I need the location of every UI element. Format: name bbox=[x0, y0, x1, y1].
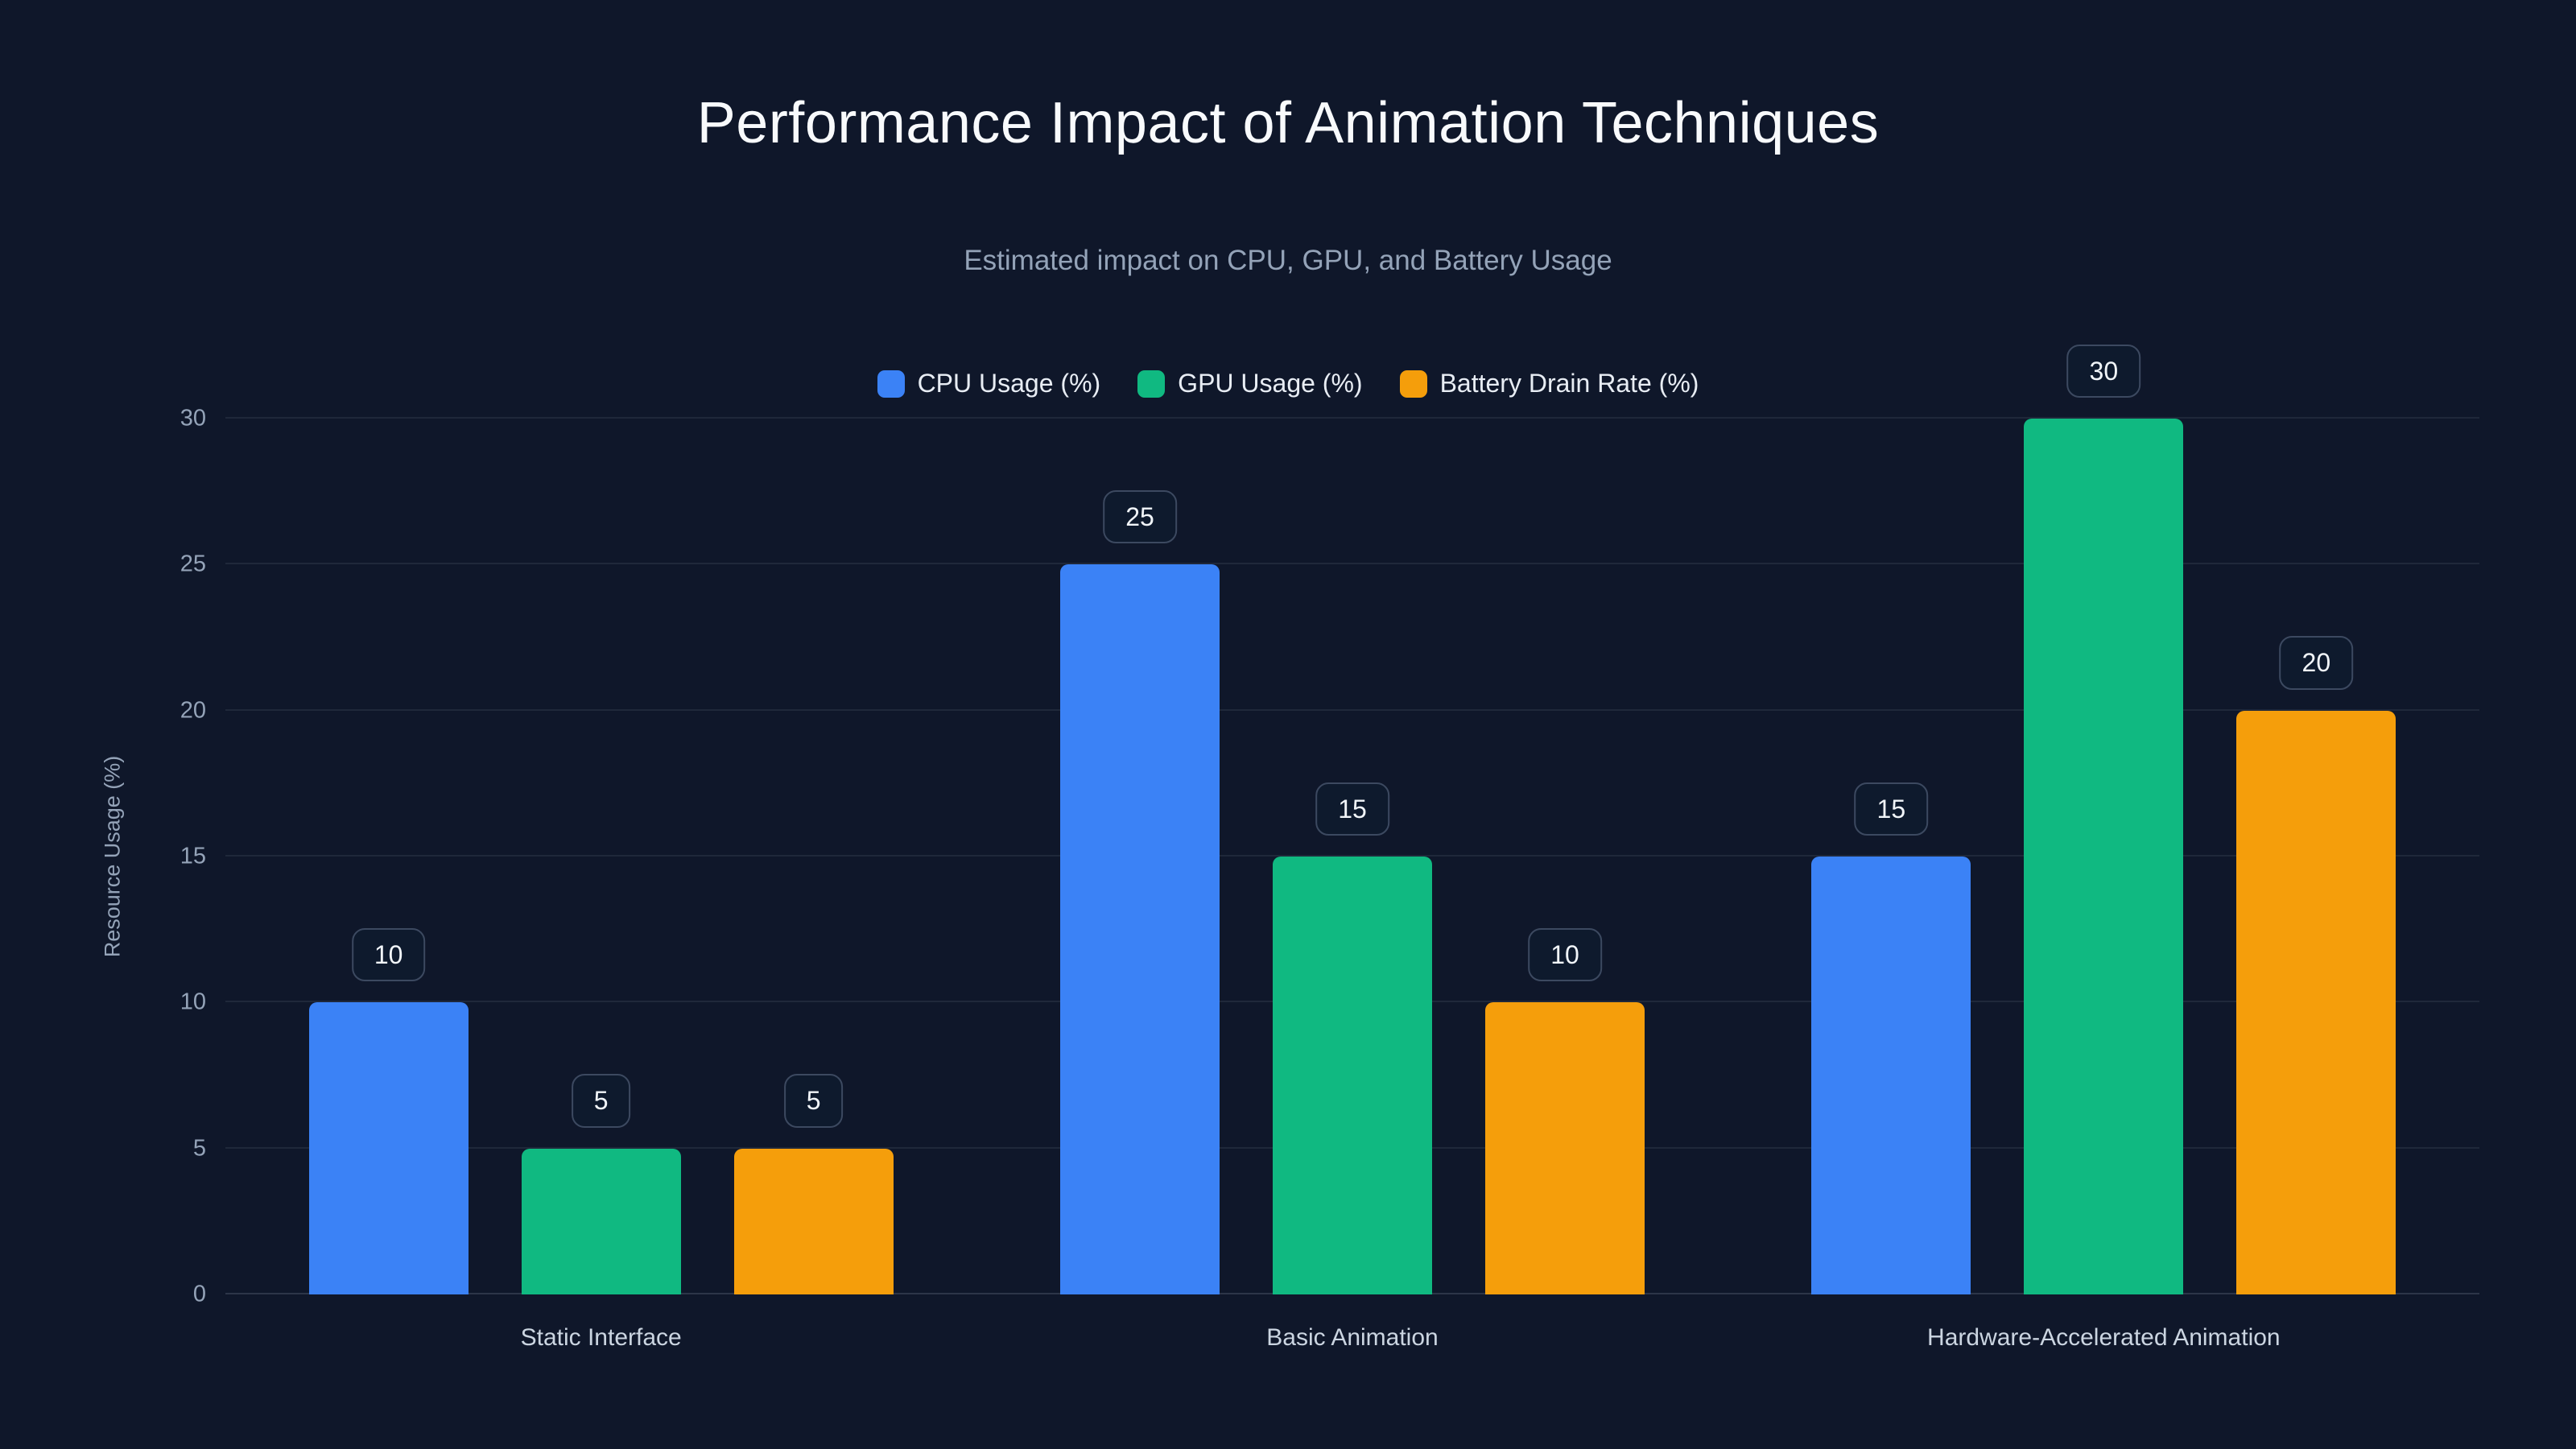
legend-item-label: Battery Drain Rate (%) bbox=[1439, 369, 1699, 398]
bar-battery-drain-rate-static-interface bbox=[733, 1148, 894, 1294]
gridline-25 bbox=[225, 563, 2479, 565]
y-tick-label-25: 25 bbox=[180, 551, 206, 577]
y-tick-label-15: 15 bbox=[180, 843, 206, 869]
value-label-cpu-usage-basic-animation: 25 bbox=[1103, 489, 1177, 544]
gridline-30 bbox=[225, 417, 2479, 419]
bar-gpu-usage-hardware-accelerated-animation bbox=[2024, 419, 2184, 1294]
y-tick-label-30: 30 bbox=[180, 405, 206, 431]
bar-battery-drain-rate-hardware-accelerated-animation bbox=[2236, 710, 2396, 1294]
value-label-cpu-usage-static-interface: 10 bbox=[351, 927, 426, 982]
y-tick-label-20: 20 bbox=[180, 697, 206, 724]
bar-cpu-usage-hardware-accelerated-animation bbox=[1811, 857, 1971, 1294]
bar-battery-drain-rate-basic-animation bbox=[1485, 1002, 1645, 1294]
legend-item-gpu-usage[interactable]: GPU Usage (%) bbox=[1137, 369, 1363, 398]
gridline-15 bbox=[225, 855, 2479, 857]
legend: CPU Usage (%) GPU Usage (%) Battery Drain … bbox=[0, 369, 2576, 398]
value-label-gpu-usage-hardware-accelerated-animation: 30 bbox=[2066, 344, 2141, 398]
x-category-label-hardware-accelerated-animation: Hardware-Accelerated Animation bbox=[1927, 1324, 2281, 1351]
y-tick-label-5: 5 bbox=[192, 1135, 206, 1162]
legend-item-label: CPU Usage (%) bbox=[917, 369, 1101, 398]
y-tick-label-10: 10 bbox=[180, 989, 206, 1015]
plot-area: 0 5 10 15 20 25 30 10 5 5 25 15 10 15 30 20 bbox=[180, 344, 2479, 1307]
value-label-gpu-usage-static-interface: 5 bbox=[571, 1074, 631, 1128]
gridline-20 bbox=[225, 708, 2479, 711]
x-category-label-basic-animation: Basic Animation bbox=[1266, 1324, 1439, 1351]
y-axis-title: Resource Usage (%) bbox=[100, 755, 125, 958]
legend-item-battery-drain-rate[interactable]: Battery Drain Rate (%) bbox=[1399, 369, 1699, 398]
legend-swatch-icon bbox=[1399, 369, 1427, 398]
value-label-battery-drain-rate-static-interface: 5 bbox=[783, 1074, 844, 1128]
chart-subtitle: Estimated impact on CPU, GPU, and Batter… bbox=[964, 245, 1612, 276]
value-label-gpu-usage-basic-animation: 15 bbox=[1315, 782, 1389, 836]
value-label-battery-drain-rate-basic-animation: 10 bbox=[1528, 927, 1602, 982]
bar-gpu-usage-static-interface bbox=[521, 1148, 681, 1294]
bar-cpu-usage-basic-animation bbox=[1060, 564, 1220, 1294]
chart-title: Performance Impact of Animation Techniqu… bbox=[696, 91, 1880, 155]
bar-gpu-usage-basic-animation bbox=[1273, 857, 1432, 1294]
value-label-battery-drain-rate-hardware-accelerated-animation: 20 bbox=[2279, 636, 2354, 690]
legend-item-cpu-usage[interactable]: CPU Usage (%) bbox=[877, 369, 1101, 398]
bar-cpu-usage-static-interface bbox=[308, 1002, 469, 1294]
value-label-cpu-usage-hardware-accelerated-animation: 15 bbox=[1854, 782, 1929, 836]
legend-swatch-icon bbox=[877, 369, 905, 398]
legend-swatch-icon bbox=[1137, 369, 1166, 398]
y-tick-label-0: 0 bbox=[192, 1281, 206, 1307]
legend-item-label: GPU Usage (%) bbox=[1178, 369, 1363, 398]
x-category-label-static-interface: Static Interface bbox=[520, 1324, 682, 1351]
